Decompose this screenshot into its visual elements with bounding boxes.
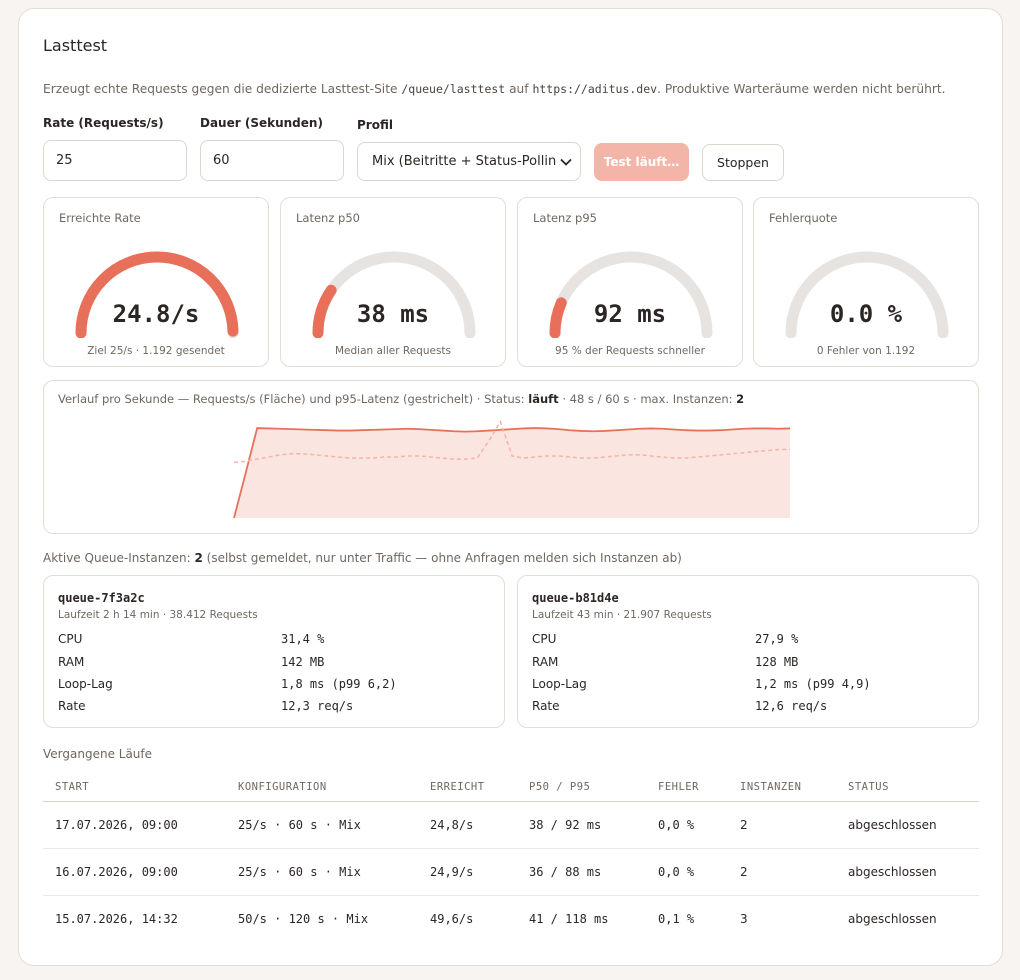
col-latency: P50 / P95: [517, 774, 646, 802]
col-instances: INSTANZEN: [728, 774, 836, 802]
load-test-panel: Lasttest Erzeugt echte Requests gegen di…: [18, 8, 1003, 966]
instance-row: CPU 31,4 %: [58, 632, 325, 646]
gauge-errors: [785, 251, 949, 338]
gauge-p50: [312, 251, 476, 338]
instance-row: Loop-Lag 1,2 ms (p99 4,9): [532, 677, 871, 691]
profile-select[interactable]: Mix (Beitritte + Status-Pollin: [357, 142, 581, 181]
instance-name: queue-b81d4e: [532, 591, 619, 605]
instance-subtitle: Laufzeit 43 min · 21.907 Requests: [532, 609, 712, 621]
throughput-chart: [233, 419, 791, 519]
rate-label: Rate (Requests/s): [43, 116, 164, 130]
metric-card-p95: Latenz p95 92 ms 95 % der Requests schne…: [517, 197, 743, 367]
table-row[interactable]: 17.07.2026, 09:00 25/s · 60 s · Mix 24,8…: [43, 801, 979, 849]
instance-row: CPU 27,9 %: [532, 632, 799, 646]
instance-name: queue-7f3a2c: [58, 591, 145, 605]
metric-card-errors: Fehlerquote 0.0 % 0 Fehler von 1.192: [753, 197, 979, 367]
instance-row: RAM 128 MB: [532, 655, 799, 669]
page-description: Erzeugt echte Requests gegen die dedizie…: [43, 82, 946, 96]
col-errors: FEHLER: [646, 774, 728, 802]
past-runs-table: START KONFIGURATION ERREICHT P50 / P95 F…: [43, 774, 979, 942]
stop-button[interactable]: Stoppen: [702, 144, 784, 181]
status-text: abgeschlossen: [836, 848, 979, 896]
duration-label: Dauer (Sekunden): [200, 116, 323, 130]
metric-card-rate: Erreichte Rate 24.8/s Ziel 25/s · 1.192 …: [43, 197, 269, 367]
col-config: KONFIGURATION: [226, 774, 418, 802]
table-row[interactable]: 16.07.2026, 09:00 25/s · 60 s · Mix 24,9…: [43, 848, 979, 896]
desc-url: https://aditus.dev: [532, 82, 658, 96]
chart-status: läuft: [528, 392, 559, 406]
desc-path: /queue/lasttest: [401, 82, 506, 96]
instances-heading: Aktive Queue-Instanzen: 2 (selbst gemeld…: [43, 551, 682, 565]
instance-row: RAM 142 MB: [58, 655, 325, 669]
status-text: abgeschlossen: [848, 911, 937, 926]
metric-card-p50: Latenz p50 38 ms Median aller Requests: [280, 197, 506, 367]
col-reached: ERREICHT: [418, 774, 517, 802]
instance-card: queue-b81d4e Laufzeit 43 min · 21.907 Re…: [517, 575, 979, 728]
col-status: STATUS: [836, 774, 979, 802]
instance-row: Loop-Lag 1,8 ms (p99 6,2): [58, 677, 397, 691]
instance-card: queue-7f3a2c Laufzeit 2 h 14 min · 38.41…: [43, 575, 505, 728]
gauge-fill: [549, 297, 567, 338]
requests-area: [234, 428, 790, 518]
gauge-track: [785, 251, 949, 338]
col-start: START: [43, 774, 226, 802]
table-row[interactable]: 15.07.2026, 14:32 50/s · 120 s · Mix 49,…: [43, 895, 979, 942]
status-text: abgeschlossen: [836, 801, 979, 849]
rate-input[interactable]: 25: [43, 140, 187, 181]
gauge-fill: [312, 284, 337, 338]
throughput-chart-card: Verlauf pro Sekunde — Requests/s (Fläche…: [43, 380, 979, 534]
instance-row: Rate 12,3 req/s: [58, 699, 354, 713]
run-test-button[interactable]: Test läuft…: [594, 143, 689, 181]
chevron-down-icon: [560, 158, 572, 166]
table-header-row: START KONFIGURATION ERREICHT P50 / P95 F…: [43, 774, 979, 802]
chart-caption: Verlauf pro Sekunde — Requests/s (Fläche…: [58, 392, 745, 406]
past-runs-heading: Vergangene Läufe: [43, 747, 153, 761]
gauge-fill: [75, 251, 239, 338]
instance-subtitle: Laufzeit 2 h 14 min · 38.412 Requests: [58, 609, 258, 621]
profile-label: Profil: [357, 118, 393, 132]
instance-row: Rate 12,6 req/s: [532, 699, 828, 713]
p95-latency-line: [233, 419, 790, 464]
page-title: Lasttest: [43, 36, 108, 55]
duration-input[interactable]: 60: [200, 140, 344, 181]
gauge-p95: [549, 251, 713, 338]
gauge-rate: [75, 251, 239, 338]
requests-line: [233, 427, 791, 519]
chart-max-instances: 2: [736, 392, 745, 406]
